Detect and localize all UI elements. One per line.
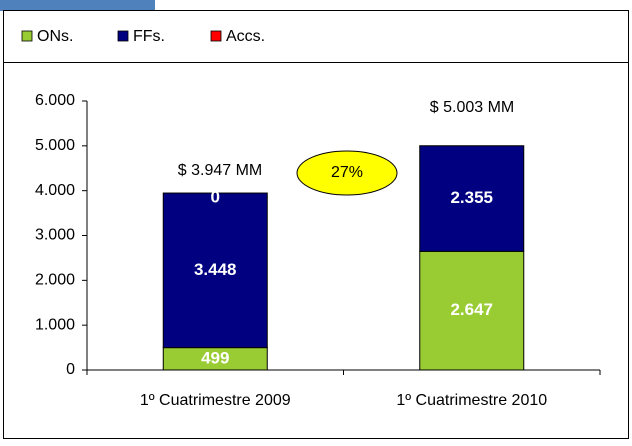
legend-label: FFs.	[133, 28, 165, 45]
legend-label: Accs.	[226, 28, 265, 45]
y-tick-label: 0	[66, 361, 75, 378]
bar-segment	[419, 145, 525, 252]
bar-segment	[162, 192, 268, 349]
y-tick-label: 6.000	[35, 92, 75, 109]
value-label: 3.448	[194, 260, 237, 279]
y-tick-label: 2.000	[35, 272, 75, 289]
y-tick-label: 4.000	[35, 182, 75, 199]
bar-segment	[419, 250, 525, 371]
legend-label: ONs.	[37, 28, 73, 45]
tab	[0, 0, 155, 11]
y-tick-label: 5.000	[35, 137, 75, 154]
x-tick-label: 1º Cuatrimestre 2009	[140, 392, 291, 409]
legend-swatch	[117, 30, 129, 42]
highlight-ellipse	[296, 150, 398, 196]
legend-swatch	[210, 30, 222, 42]
annotation: 27%	[331, 164, 363, 181]
x-tick-label: 1º Cuatrimestre 2010	[396, 392, 547, 409]
frame	[3, 10, 629, 439]
annotation: $ 3.947 MM	[178, 162, 262, 179]
y-tick-label: 3.000	[35, 227, 75, 244]
y-tick-label: 1.000	[35, 316, 75, 333]
value-label: 499	[201, 348, 229, 367]
value-label: 2.647	[450, 300, 493, 319]
annotation: $ 5.003 MM	[430, 99, 514, 116]
value-label: 2.355	[450, 188, 493, 207]
legend-swatch	[21, 30, 33, 42]
value-label: 0	[211, 188, 220, 207]
